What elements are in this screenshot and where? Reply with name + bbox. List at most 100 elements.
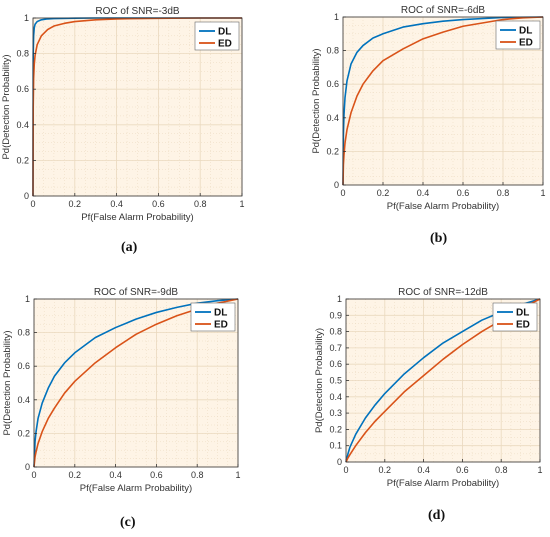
x-axis-label-a: Pf(False Alarm Probability): [81, 212, 193, 223]
x-tick-label: 0.4: [417, 188, 430, 198]
y-tick-label: 0: [24, 191, 29, 201]
legend-label-ed: ED: [218, 39, 232, 50]
panel-caption-d-text: (d): [428, 508, 446, 523]
y-tick-label: 0.8: [16, 49, 29, 59]
y-tick-label: 0: [334, 180, 339, 190]
chart-title-b: ROC of SNR=-6dB: [401, 5, 486, 16]
x-tick-label: 0: [340, 188, 345, 198]
x-tick-label: 0.6: [457, 188, 470, 198]
panel-caption-b: (b): [430, 231, 447, 247]
x-tick-label: 0.6: [456, 465, 469, 475]
legend-label-ed: ED: [214, 320, 228, 331]
y-tick-label: 1: [25, 294, 30, 304]
axes-box-b: [342, 16, 544, 186]
x-tick-label: 1: [239, 199, 244, 209]
chart-title-d: ROC of SNR=-12dB: [398, 287, 488, 298]
chart-c: 0 0.2 0.4 0.6 0.8 1 0 0.2 0.4 0.6 0.8 1 ROC of SNR=-…: [2, 287, 241, 494]
x-tick-label: 1: [540, 188, 545, 198]
x-tick-label: 0.8: [194, 199, 207, 209]
y-tick-label: 0.6: [329, 359, 342, 369]
legend-label-ed: ED: [516, 320, 530, 331]
x-tick-label: 0.4: [109, 470, 122, 480]
y-tick-label: 0.2: [17, 428, 30, 438]
x-axis-label-b: Pf(False Alarm Probability): [387, 201, 499, 212]
panel-caption-c: (c): [120, 515, 136, 531]
y-axis-label-b: Pd(Detection Probability): [311, 48, 322, 153]
y-tick-label: 0.6: [17, 361, 30, 371]
chart-b: 0 0.2 0.4 0.6 0.8 1 0 0.2 0.4 0.6 0.8 1 ROC of SNR=-…: [311, 5, 546, 212]
y-tick-label: 0.1: [329, 441, 342, 451]
legend-box: [492, 302, 538, 332]
y-tick-label: 0: [25, 462, 30, 472]
chart-title-c: ROC of SNR=-9dB: [94, 287, 179, 298]
chart-title-a: ROC of SNR=-3dB: [95, 6, 180, 17]
y-tick-label: 0.4: [16, 120, 29, 130]
x-tick-label: 0: [343, 465, 348, 475]
x-tick-label: 0.8: [497, 188, 510, 198]
legend-label-ed: ED: [519, 38, 533, 49]
y-tick-label: 1: [337, 294, 342, 304]
x-tick-label: 0.2: [379, 465, 392, 475]
y-tick-label: 0.6: [16, 84, 29, 94]
x-tick-label: 0.8: [495, 465, 508, 475]
y-tick-label: 0.4: [326, 113, 339, 123]
y-tick-label: 1: [334, 12, 339, 22]
y-axis-label-c: Pd(Detection Probability): [2, 330, 13, 435]
x-tick-label: 0: [30, 199, 35, 209]
y-tick-label: 0.2: [326, 146, 339, 156]
chart-a: 0 0.2 0.4 0.6 0.8 1 0 0.2 0.4 0.6 0.8 1 ROC of SNR=-…: [1, 6, 245, 223]
y-tick-label: 0.7: [329, 343, 342, 353]
series-line-ed: [33, 298, 239, 468]
x-tick-label: 0.2: [69, 470, 82, 480]
y-axis-label-a: Pd(Detection Probability): [1, 54, 12, 159]
panel-caption-a-text: (a): [121, 240, 138, 255]
axes-box-a: [32, 17, 243, 197]
x-tick-label: 0.4: [110, 199, 123, 209]
y-tick-label: 0.9: [329, 310, 342, 320]
y-tick-label: 0.4: [17, 395, 30, 405]
y-tick-label: 0.4: [329, 392, 342, 402]
series-line-ed: [32, 17, 242, 197]
y-tick-label: 0.5: [329, 376, 342, 386]
legend-box: [190, 302, 236, 332]
legend-label-dl: DL: [214, 308, 227, 319]
x-tick-label: 0: [31, 470, 36, 480]
x-tick-label: 0.2: [69, 199, 82, 209]
series-line-ed: [342, 16, 544, 186]
x-tick-label: 0.8: [191, 470, 204, 480]
series-line-dl: [342, 16, 544, 186]
legend-label-dl: DL: [516, 308, 529, 319]
y-tick-label: 0.8: [326, 46, 339, 56]
x-axis-label-c: Pf(False Alarm Probability): [80, 483, 192, 494]
x-tick-label: 0.2: [377, 188, 390, 198]
legend-label-dl: DL: [218, 27, 231, 38]
y-tick-label: 0.2: [329, 424, 342, 434]
x-tick-label: 0.6: [152, 199, 165, 209]
series-line-dl: [33, 298, 239, 468]
panel-caption-b-text: (b): [430, 231, 448, 246]
panel-caption-a: (a): [121, 240, 137, 256]
y-tick-label: 0.8: [17, 328, 30, 338]
x-axis-label-d: Pf(False Alarm Probability): [387, 478, 499, 489]
chart-d: 0 0.2 0.4 0.6 0.8 1 0 0.1 0.2 0.3 0.4 0.5 0.6 0.7 0.8 0…: [314, 287, 543, 489]
x-tick-label: 1: [235, 470, 240, 480]
x-tick-label: 0.4: [417, 465, 430, 475]
legend-label-dl: DL: [519, 26, 532, 37]
panel-caption-c-text: (c): [120, 515, 136, 530]
legend-box: [495, 20, 541, 50]
y-tick-label: 0.2: [16, 155, 29, 165]
y-tick-label: 0.8: [329, 327, 342, 337]
y-tick-label: 0: [337, 457, 342, 467]
panel-caption-d: (d): [428, 508, 445, 524]
y-axis-label-d: Pd(Detection Probability): [314, 328, 325, 433]
y-tick-label: 1: [24, 13, 29, 23]
legend-box: [194, 21, 240, 51]
x-tick-label: 1: [537, 465, 542, 475]
axes-box-c: [33, 298, 239, 468]
y-tick-label: 0.3: [329, 408, 342, 418]
